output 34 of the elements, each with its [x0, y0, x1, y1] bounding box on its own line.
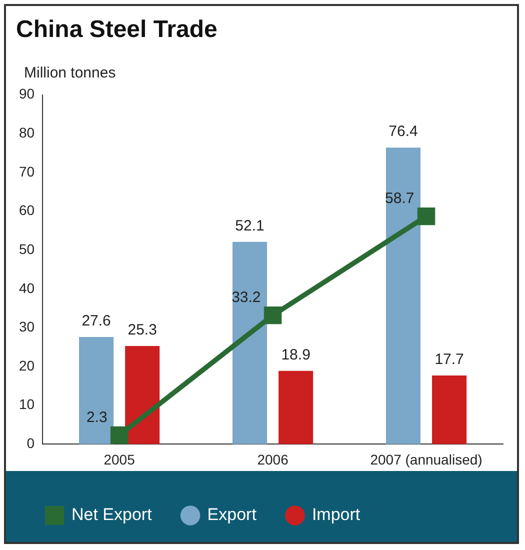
- x-tick-label: 2006: [257, 451, 289, 468]
- point: [264, 306, 282, 324]
- chart-title: China Steel Trade: [16, 16, 218, 44]
- legend-label: Net Export: [72, 505, 152, 524]
- bar: [432, 375, 467, 444]
- data-label: 27.6: [82, 312, 111, 330]
- bar: [278, 370, 314, 444]
- bar: [232, 242, 268, 444]
- y-tick-label: 40: [18, 280, 35, 296]
- point: [417, 207, 436, 226]
- data-label: 2.3: [86, 408, 108, 426]
- data-label: 25.3: [128, 322, 157, 339]
- y-tick-label: 50: [18, 240, 35, 257]
- y-tick-label: 30: [18, 318, 35, 335]
- y-tick-label: 70: [18, 163, 35, 180]
- y-tick-label: 0: [26, 435, 35, 452]
- data-label: 18.9: [281, 346, 310, 364]
- x-tick-label: 2007 (annualised): [370, 451, 482, 468]
- bar: [125, 346, 160, 444]
- y-tick-label: 80: [18, 124, 35, 140]
- data-label: 17.7: [434, 351, 464, 368]
- legend-label: Import: [312, 505, 360, 524]
- y-tick-label: 90: [18, 86, 35, 102]
- y-tick-label: 60: [18, 202, 35, 218]
- data-label: 76.4: [388, 123, 418, 140]
- y-tick-label: 20: [18, 357, 35, 374]
- x-tick-label: 2005: [104, 451, 136, 468]
- bar: [79, 337, 114, 444]
- y-axis-title: Million tonnes: [24, 64, 116, 82]
- data-label: 52.1: [235, 218, 264, 235]
- bar: [386, 148, 421, 444]
- legend-label: Export: [207, 505, 257, 524]
- y-tick-label: 10: [18, 396, 35, 412]
- point: [110, 426, 128, 444]
